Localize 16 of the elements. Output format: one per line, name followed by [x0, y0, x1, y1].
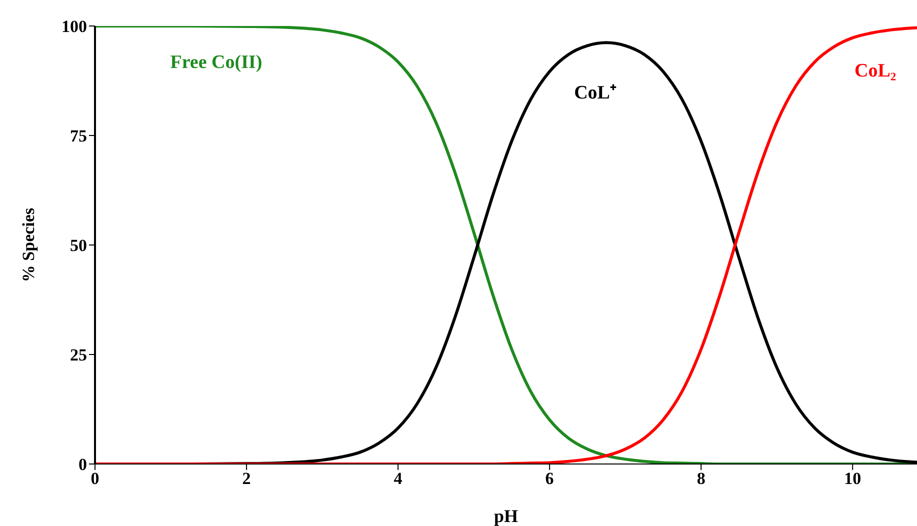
x-tick-label: 10: [844, 469, 862, 488]
x-tick-label: 8: [696, 469, 706, 488]
x-tick-label: 4: [394, 469, 403, 488]
series-label: CoL₂: [854, 60, 896, 82]
y-axis-title: % Species: [19, 208, 38, 282]
series-label: CoL⁺: [574, 82, 617, 104]
x-axis-title: pH: [494, 506, 518, 526]
y-tick-label: 100: [62, 17, 87, 36]
y-tick-label: 50: [70, 236, 87, 256]
y-tick-label: 75: [70, 126, 87, 146]
x-tick-label: 2: [242, 469, 251, 488]
y-tick-label: 25: [70, 346, 87, 365]
y-tick-label: 0: [78, 455, 87, 474]
series-label: Free Co(II): [170, 52, 262, 73]
x-tick-label: 0: [90, 469, 100, 488]
x-tick-label: 6: [545, 469, 554, 488]
